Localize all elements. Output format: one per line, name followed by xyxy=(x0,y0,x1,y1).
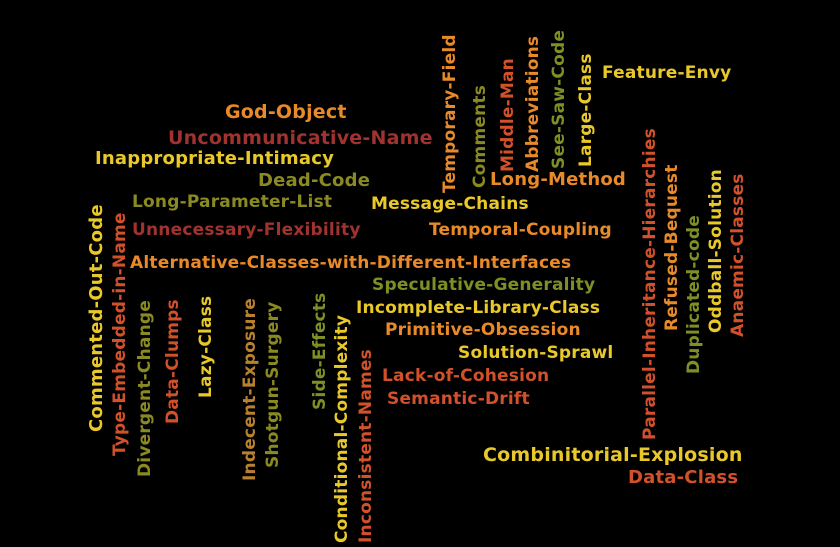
word-parallel-inheritance-hierarchies: Parallel-Inheritance-Hierarchies xyxy=(640,128,660,440)
word-dead-code: Dead-Code xyxy=(258,170,371,191)
word-conditional-complexity: Conditional-Complexity xyxy=(332,314,352,543)
word-oddball-solution: Oddball-Solution xyxy=(706,169,726,333)
word-abbreviations: Abbreviations xyxy=(523,35,543,172)
word-inconsistent-names: Inconsistent-Names xyxy=(356,349,376,543)
word-primitive-obsession: Primitive-Obsession xyxy=(385,320,581,340)
word-uncommunicative-name: Uncommunicative-Name xyxy=(168,127,433,149)
word-side-effects: Side-Effects xyxy=(310,292,330,410)
word-temporary-field: Temporary-Field xyxy=(440,34,460,193)
word-middle-man: Middle-Man xyxy=(498,58,518,172)
word-duplicated-code: Duplicated-code xyxy=(684,215,704,374)
word-temporal-coupling: Temporal-Coupling xyxy=(429,220,612,240)
word-data-clumps: Data-Clumps xyxy=(163,299,183,424)
word-feature-envy: Feature-Envy xyxy=(602,63,732,83)
word-unnecessary-flexibility: Unnecessary-Flexibility xyxy=(132,220,361,240)
word-commented-out-code: Commented-Out-Code xyxy=(86,204,107,432)
word-large-class: Large-Class xyxy=(576,53,596,167)
word-type-embedded-in-name: Type-Embedded-in-Name xyxy=(110,212,130,456)
word-inappropriate-intimacy: Inappropriate-Intimacy xyxy=(95,148,335,169)
word-solution-sprawl: Solution-Sprawl xyxy=(458,343,614,363)
word-anaemic-classes: Anaemic-Classes xyxy=(728,173,748,337)
word-shotgun-surgery: Shotgun-Surgery xyxy=(263,301,283,468)
word-long-method: Long-Method xyxy=(490,169,626,190)
word-refused-bequest: Refused-Bequest xyxy=(662,164,682,331)
word-message-chains: Message-Chains xyxy=(371,194,529,214)
word-long-parameter-list: Long-Parameter-List xyxy=(132,192,333,212)
word-indecent-exposure: Indecent-Exposure xyxy=(240,298,260,481)
word-incomplete-library-class: Incomplete-Library-Class xyxy=(356,298,601,318)
word-comments: Comments xyxy=(470,84,490,188)
word-semantic-drift: Semantic-Drift xyxy=(387,389,530,409)
word-god-object: God-Object xyxy=(225,101,347,123)
word-speculative-generality: Speculative-Generality xyxy=(372,275,596,295)
word-data-class: Data-Class xyxy=(628,467,739,488)
word-combinitorial-explosion: Combinitorial-Explosion xyxy=(483,444,743,466)
word-lazy-class: Lazy-Class xyxy=(196,295,216,398)
word-alternative-classes: Alternative-Classes-with-Different-Inter… xyxy=(130,253,572,273)
word-lack-of-cohesion: Lack-of-Cohesion xyxy=(382,366,550,386)
word-divergent-change: Divergent-Change xyxy=(135,300,155,477)
word-see-saw-code: See-Saw-Code xyxy=(549,29,569,169)
